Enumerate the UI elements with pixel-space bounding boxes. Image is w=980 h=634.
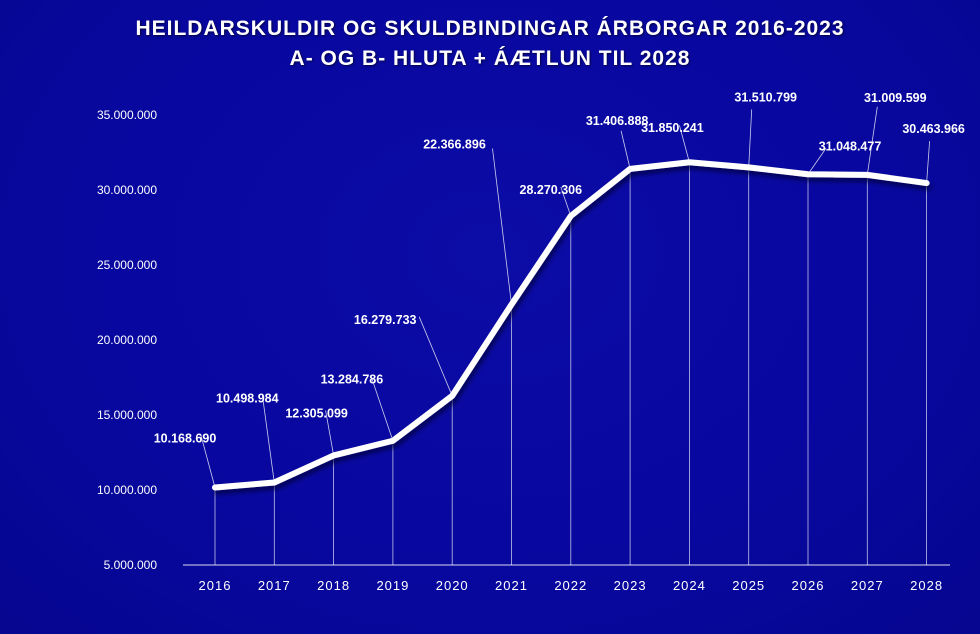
y-tick-label: 25.000.000 xyxy=(97,258,157,272)
data-point xyxy=(509,302,514,307)
x-tick-label: 2025 xyxy=(732,578,765,593)
chart-title-line1: HEILDARSKULDIR OG SKULDBINDINGAR ÁRBORGA… xyxy=(135,17,845,40)
x-tick-label: 2021 xyxy=(495,578,528,593)
data-label: 12.305.099 xyxy=(285,406,348,420)
x-tick-label: 2023 xyxy=(614,578,647,593)
y-tick-label: 35.000.000 xyxy=(97,108,157,122)
x-tick-label: 2022 xyxy=(554,578,587,593)
y-tick-label: 10.000.000 xyxy=(97,483,157,497)
data-point xyxy=(806,172,810,177)
leader-line xyxy=(807,148,827,175)
leader-line xyxy=(200,435,216,488)
series-line-group xyxy=(212,159,930,491)
data-label: 31.510.799 xyxy=(734,90,797,104)
x-tick-label: 2028 xyxy=(910,578,943,593)
data-point xyxy=(568,213,573,218)
x-tick-label: 2020 xyxy=(436,578,469,593)
leader-line xyxy=(560,186,572,217)
data-point xyxy=(390,438,395,443)
leader-line xyxy=(418,316,453,396)
y-axis: 5.000.000 10.000.000 15.000.000 20.000.000 2… xyxy=(97,108,157,572)
label-leader-lines xyxy=(200,106,930,488)
leader-line xyxy=(370,375,394,441)
data-label: 31.406.888 xyxy=(586,114,649,128)
data-label: 10.168.690 xyxy=(154,431,217,445)
data-label: 10.498.984 xyxy=(216,392,279,406)
leader-line xyxy=(325,410,334,456)
y-tick-label: 20.000.000 xyxy=(97,333,157,347)
drop-lines xyxy=(214,162,927,565)
x-tick-label: 2019 xyxy=(376,578,409,593)
data-labels: 10.168.690 10.498.984 12.305.099 13.284.786… xyxy=(154,90,965,445)
x-tick-label: 2024 xyxy=(673,578,706,593)
data-point xyxy=(331,453,336,458)
data-point xyxy=(213,485,217,490)
leader-line xyxy=(866,106,878,175)
y-tick-label: 30.000.000 xyxy=(97,183,157,197)
chart-title-line2: A- OG B- HLUTA + ÁÆTLUN TIL 2028 xyxy=(289,47,691,70)
data-point xyxy=(865,172,870,177)
x-tick-label: 2026 xyxy=(792,578,825,593)
x-tick-label: 2018 xyxy=(317,578,350,593)
data-label: 31.850.241 xyxy=(641,121,704,135)
x-tick-label: 2027 xyxy=(851,578,884,593)
data-point xyxy=(272,480,277,485)
x-tick-label: 2017 xyxy=(258,578,291,593)
data-label: 16.279.733 xyxy=(354,313,417,327)
leader-line xyxy=(926,141,930,184)
y-tick-label: 5.000.000 xyxy=(104,558,158,572)
data-point xyxy=(628,166,633,171)
data-point xyxy=(746,165,751,170)
data-label: 31.048.477 xyxy=(819,139,882,153)
data-point xyxy=(924,181,929,186)
data-point xyxy=(450,393,455,398)
leader-line xyxy=(679,125,690,163)
leader-line xyxy=(261,394,275,483)
leader-line xyxy=(492,148,512,305)
data-label: 22.366.896 xyxy=(423,137,486,151)
leader-line xyxy=(620,130,631,169)
x-tick-label: 2016 xyxy=(199,578,232,593)
data-label: 30.463.966 xyxy=(902,122,965,136)
data-label: 28.270.306 xyxy=(520,183,583,197)
data-label: 31.009.599 xyxy=(864,91,927,105)
data-label: 13.284.786 xyxy=(321,373,384,387)
x-axis: 2016 2017 2018 2019 2020 2021 2022 2023 2024 2025… xyxy=(183,564,950,593)
y-tick-label: 15.000.000 xyxy=(97,408,157,422)
leader-line xyxy=(748,109,753,168)
data-point xyxy=(687,160,692,165)
